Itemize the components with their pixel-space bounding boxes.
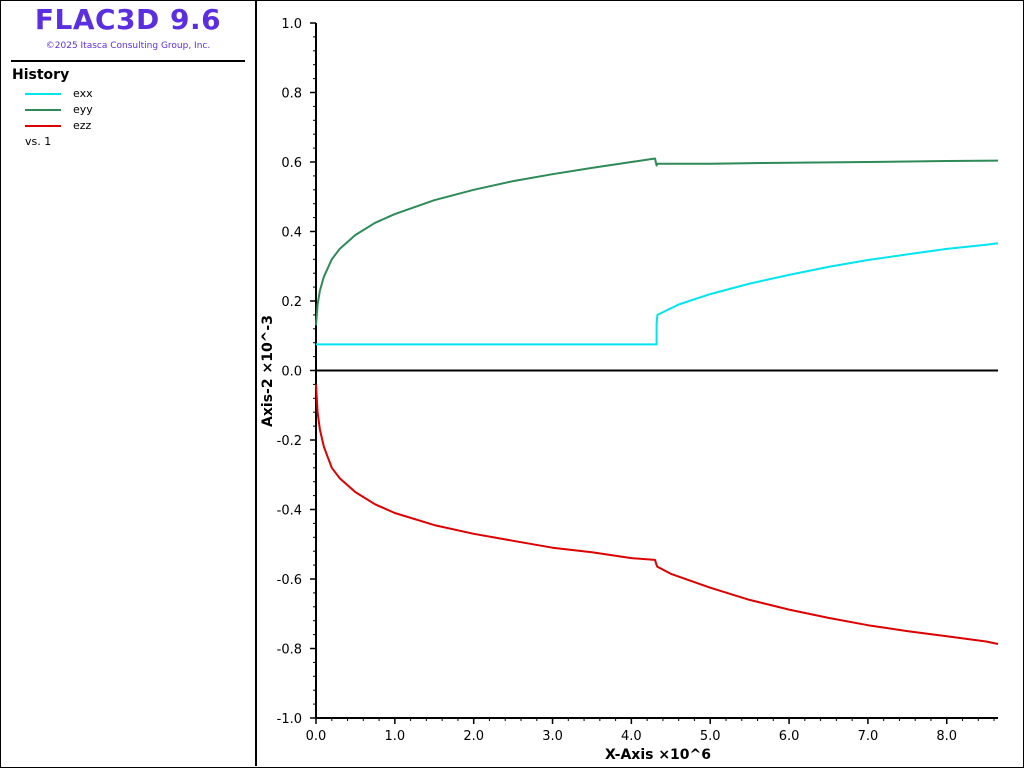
x-tick-label: 1.0 (385, 729, 406, 744)
x-tick-label: 4.0 (621, 729, 642, 744)
legend-heading: History (12, 67, 70, 83)
vs-label: vs. 1 (25, 135, 52, 148)
series-line-exx (316, 242, 999, 346)
x-tick-label: 5.0 (700, 729, 721, 744)
x-tick-label: 2.0 (463, 729, 484, 744)
x-axis-label: X-Axis ×10^6 (605, 747, 711, 763)
app-title: FLAC3D 9.6 (34, 3, 222, 36)
title-divider (11, 60, 245, 62)
copyright-text: ©2025 Itasca Consulting Group, Inc. (45, 41, 211, 51)
history-plot: -1.0 -0.8 -0.6 -0.4 -0.2 0.0 0.2 0.4 0.6 0.8 1.0 0.… (260, 17, 999, 763)
series-layer (315, 157, 999, 645)
axes: -1.0 -0.8 -0.6 -0.4 -0.2 0.0 0.2 0.4 0.6 0.8 1.0 0.… (277, 17, 998, 744)
y-tick-label: 1.0 (281, 17, 302, 32)
y-tick-label: -1.0 (277, 712, 302, 727)
y-tick-label: -0.2 (277, 434, 302, 449)
y-tick-label: 0.8 (281, 87, 302, 102)
axis-labels: X-Axis ×10^6 Axis-2 ×10^-3 (260, 315, 711, 763)
y-tick-label: 0.6 (281, 156, 302, 171)
y-axis-label: Axis-2 ×10^-3 (260, 315, 276, 427)
legend-label-eyy: eyy (73, 103, 93, 116)
legend-panel: FLAC3D 9.6 ©2025 Itasca Consulting Group… (1, 1, 257, 766)
legend-swatch-ezz (25, 125, 61, 127)
x-tick-label: 3.0 (542, 729, 563, 744)
y-tick-label: 0.2 (281, 295, 302, 310)
y-tick-label: 0.0 (281, 365, 302, 380)
y-tick-label: -0.6 (277, 573, 302, 588)
x-tick-label: 8.0 (936, 729, 957, 744)
y-tick-label: -0.8 (277, 643, 302, 658)
legend-label-ezz: ezz (73, 119, 92, 132)
x-tick-label: 7.0 (858, 729, 879, 744)
x-tick-label: 6.0 (779, 729, 800, 744)
legend-swatch-eyy (25, 109, 61, 111)
series-line-eyy (315, 157, 999, 326)
series-line-ezz (315, 384, 999, 645)
x-tick-label: 0.0 (306, 729, 327, 744)
y-tick-label: -0.4 (277, 504, 302, 519)
legend-label-exx: exx (73, 87, 93, 100)
legend-swatch-exx (25, 93, 61, 95)
y-tick-label: 0.4 (281, 226, 302, 241)
